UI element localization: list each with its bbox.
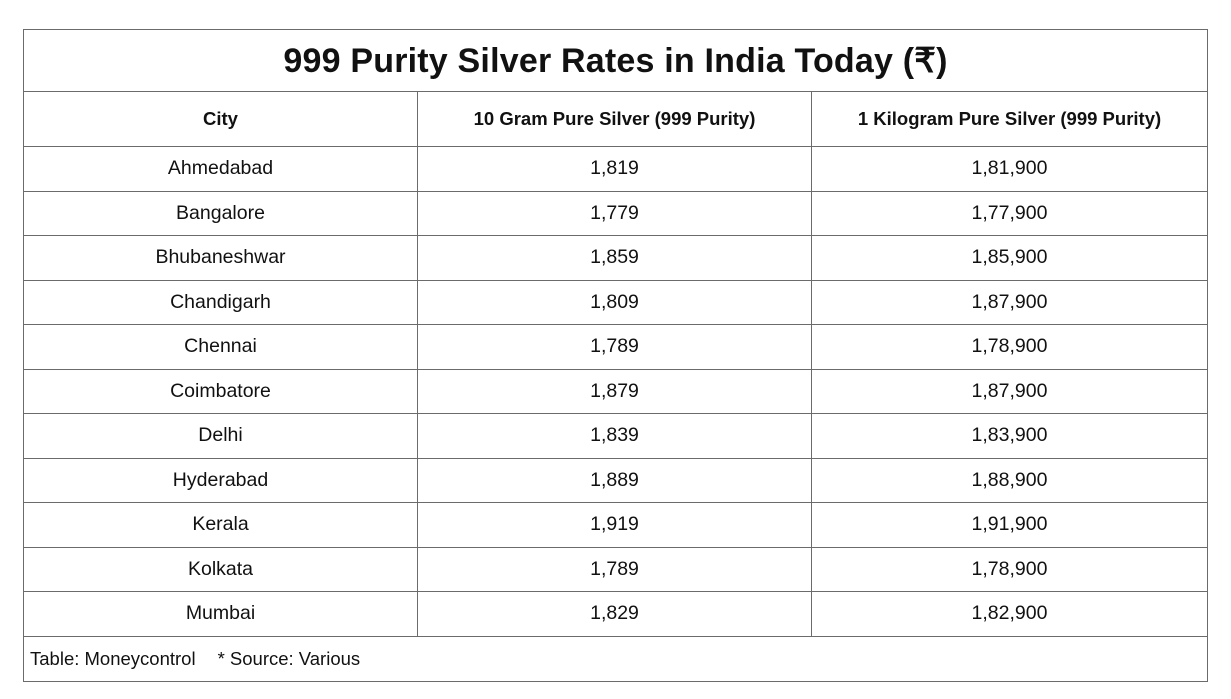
rate-10g-cell: 1,809 bbox=[417, 279, 812, 325]
rate-1kg-cell: 1,85,900 bbox=[810, 235, 1209, 281]
city-cell: Bangalore bbox=[23, 190, 418, 236]
table-row: Ahmedabad 1,819 1,81,900 bbox=[23, 146, 1209, 192]
rate-1kg-cell: 1,87,900 bbox=[810, 368, 1209, 414]
table-row: Coimbatore 1,879 1,87,900 bbox=[23, 368, 1209, 414]
rate-10g-cell: 1,859 bbox=[417, 235, 812, 281]
rate-1kg-cell: 1,87,900 bbox=[810, 279, 1209, 325]
title-row: 999 Purity Silver Rates in India Today (… bbox=[22, 29, 1209, 92]
rate-1kg-cell: 1,82,900 bbox=[810, 591, 1209, 637]
table-row: Hyderabad 1,889 1,88,900 bbox=[23, 457, 1209, 503]
table-row: Mumbai 1,829 1,82,900 bbox=[23, 591, 1209, 637]
header-row: City 10 Gram Pure Silver (999 Purity) 1 … bbox=[23, 91, 1209, 147]
rate-1kg-cell: 1,83,900 bbox=[810, 413, 1209, 459]
rate-10g-cell: 1,839 bbox=[417, 413, 812, 459]
column-header-10-gram: 10 Gram Pure Silver (999 Purity) bbox=[417, 91, 812, 147]
rate-10g-cell: 1,789 bbox=[417, 546, 812, 592]
rate-1kg-cell: 1,91,900 bbox=[810, 502, 1209, 548]
table-row: Delhi 1,839 1,83,900 bbox=[23, 413, 1209, 459]
rate-10g-cell: 1,889 bbox=[417, 457, 812, 503]
rate-10g-cell: 1,879 bbox=[417, 368, 812, 414]
rate-1kg-cell: 1,78,900 bbox=[810, 324, 1209, 370]
table-row: Kerala 1,919 1,91,900 bbox=[23, 502, 1209, 548]
rate-1kg-cell: 1,78,900 bbox=[810, 546, 1209, 592]
city-cell: Ahmedabad bbox=[23, 146, 418, 192]
rate-10g-cell: 1,789 bbox=[417, 324, 812, 370]
rate-10g-cell: 1,919 bbox=[417, 502, 812, 548]
footer-row: Table: Moneycontrol * Source: Various bbox=[22, 635, 1209, 682]
city-cell: Bhubaneshwar bbox=[23, 235, 418, 281]
rate-10g-cell: 1,819 bbox=[417, 146, 812, 192]
column-header-city: City bbox=[23, 91, 418, 147]
table-title: 999 Purity Silver Rates in India Today (… bbox=[22, 29, 1209, 92]
table-footer: Table: Moneycontrol * Source: Various bbox=[22, 635, 1209, 682]
rate-1kg-cell: 1,88,900 bbox=[810, 457, 1209, 503]
table-row: Kolkata 1,789 1,78,900 bbox=[23, 546, 1209, 592]
silver-rates-table-container: 999 Purity Silver Rates in India Today (… bbox=[22, 29, 1209, 682]
table-source: * Source: Various bbox=[217, 647, 361, 669]
column-header-1-kilogram: 1 Kilogram Pure Silver (999 Purity) bbox=[810, 91, 1209, 147]
table-row: Bangalore 1,779 1,77,900 bbox=[23, 190, 1209, 236]
rate-10g-cell: 1,829 bbox=[417, 591, 812, 637]
table-row: Bhubaneshwar 1,859 1,85,900 bbox=[23, 235, 1209, 281]
city-cell: Hyderabad bbox=[23, 457, 418, 503]
table-row: Chandigarh 1,809 1,87,900 bbox=[23, 279, 1209, 325]
rate-1kg-cell: 1,81,900 bbox=[810, 146, 1209, 192]
silver-rates-table: 999 Purity Silver Rates in India Today (… bbox=[22, 29, 1209, 682]
rate-10g-cell: 1,779 bbox=[417, 190, 812, 236]
table-credit: Table: Moneycontrol bbox=[30, 647, 196, 669]
city-cell: Mumbai bbox=[23, 591, 418, 637]
city-cell: Chandigarh bbox=[23, 279, 418, 325]
city-cell: Kolkata bbox=[23, 546, 418, 592]
city-cell: Delhi bbox=[23, 413, 418, 459]
table-row: Chennai 1,789 1,78,900 bbox=[23, 324, 1209, 370]
city-cell: Kerala bbox=[23, 502, 418, 548]
rate-1kg-cell: 1,77,900 bbox=[810, 190, 1209, 236]
city-cell: Chennai bbox=[23, 324, 418, 370]
city-cell: Coimbatore bbox=[23, 368, 418, 414]
